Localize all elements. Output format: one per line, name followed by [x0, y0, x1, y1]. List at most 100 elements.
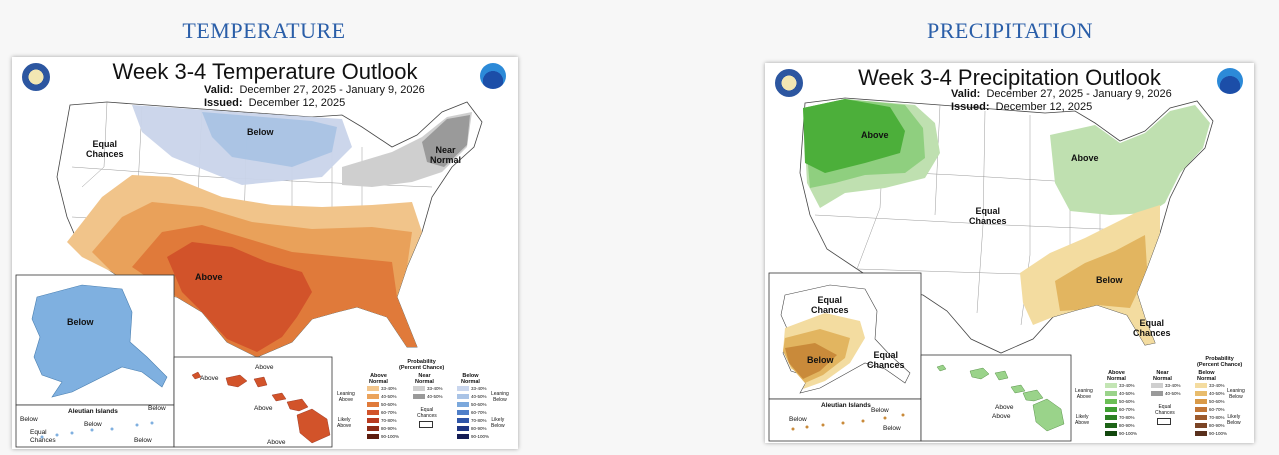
temp-legend-above-swatch — [367, 402, 379, 407]
precip-legend-leaning-below: Leaning Below — [1227, 388, 1245, 400]
temp-legend-above-normal: Above Normal — [369, 373, 388, 385]
precip-legend-likely-above: Likely Above — [1075, 414, 1090, 426]
precip-legend-near-range: 33-40% — [1165, 383, 1181, 388]
temp-legend-probability: Probability (Percent Chance) — [399, 359, 445, 371]
precipitation-legend: Probability (Percent Chance) Above Norma… — [1075, 356, 1251, 442]
precip-legend-below-range: 60-70% — [1209, 407, 1225, 412]
precipitation-title: Week 3-4 Precipitation Outlook — [858, 65, 1161, 90]
precip-legend-above-swatch — [1105, 399, 1117, 404]
precip-legend-below-normal: Below Normal — [1197, 370, 1216, 382]
temp-legend-below-range: 40-50% — [471, 394, 487, 399]
precip-legend-near-normal: Near Normal — [1153, 370, 1172, 382]
below-zone-mid — [202, 112, 337, 167]
temp-legend-below-swatch — [457, 386, 469, 391]
temp-legend-below-swatch — [457, 434, 469, 439]
precip-legend-equal-chances: Equal Chances — [1155, 404, 1175, 416]
temp-legend-near-range: 33-40% — [427, 386, 443, 391]
precip-legend-above-range: 90-100% — [1119, 431, 1138, 436]
precip-aleutian-below-1: Below — [871, 407, 889, 414]
precip-aleutian-below-2: Below — [789, 416, 807, 423]
precip-legend-above-swatch — [1105, 423, 1117, 428]
temp-legend-above-range: 80-90% — [381, 426, 397, 431]
temp-legend-near-normal: Near Normal — [415, 373, 434, 385]
precip-legend-above-range: 70-80% — [1119, 415, 1135, 420]
temp-aleutian-below-2: Below — [20, 416, 38, 423]
precip-hawaii-above-2: Above — [992, 413, 1011, 420]
near-normal-dark — [422, 115, 470, 167]
precip-legend-above-range: 50-60% — [1119, 399, 1135, 404]
temperature-valid: Valid: December 27, 2025 - January 9, 20… — [204, 84, 425, 96]
precip-legend-probability: Probability (Percent Chance) — [1197, 356, 1243, 368]
temp-legend-leaning-above: Leaning Above — [337, 391, 355, 403]
precip-label-above-ne: Above — [1071, 153, 1099, 163]
temperature-heading: TEMPERATURE — [182, 18, 346, 43]
precip-legend-below-swatch — [1195, 407, 1207, 412]
precip-legend-below-swatch — [1195, 431, 1207, 436]
temp-legend-below-swatch — [457, 394, 469, 399]
precip-legend-above-swatch — [1105, 415, 1117, 420]
precip-label-equal-chances: Equal Chances — [969, 206, 1007, 226]
temp-label-below: Below — [247, 127, 274, 137]
precip-legend-below-range: 33-40% — [1209, 383, 1225, 388]
temperature-outlook-map: Week 3-4 Temperature Outlook Valid: Dece… — [12, 57, 518, 449]
precip-label-equal-chances-fl: Equal Chances — [1133, 318, 1171, 338]
precipitation-map-graphic — [768, 97, 1214, 442]
noaa-nws-seal-icon — [775, 69, 803, 97]
temp-hawaii-above-1: Above — [255, 364, 274, 371]
temp-legend-below-swatch — [457, 410, 469, 415]
temp-legend-above-swatch — [367, 386, 379, 391]
temp-legend-leaning-below: Leaning Below — [491, 391, 509, 403]
precip-legend-below-swatch — [1195, 399, 1207, 404]
temp-label-equal-chances: Equal Chances — [86, 139, 124, 159]
precip-legend-near-swatch — [1151, 391, 1163, 396]
temp-legend-above-swatch — [367, 410, 379, 415]
temp-legend-above-swatch — [367, 418, 379, 423]
precip-legend-above-swatch — [1105, 391, 1117, 396]
temp-hawaii-above-4: Above — [267, 439, 286, 446]
temp-legend-above-range: 50-60% — [381, 402, 397, 407]
precip-legend-above-swatch — [1105, 383, 1117, 388]
below-se-mid — [1055, 235, 1147, 311]
temp-label-above: Above — [195, 272, 223, 282]
precip-label-above-nw: Above — [861, 130, 889, 140]
above-zone-4 — [167, 242, 312, 352]
temp-legend-above-range: 90-100% — [381, 434, 400, 439]
temp-legend-near-swatch — [413, 386, 425, 391]
precip-legend-below-swatch — [1195, 415, 1207, 420]
precip-legend-above-range: 40-50% — [1119, 391, 1135, 396]
temp-legend-above-swatch — [367, 434, 379, 439]
temp-legend-near-range: 40-50% — [427, 394, 443, 399]
temp-alaska-label-below: Below — [67, 317, 94, 327]
aleutian-islands-shapes — [40, 421, 154, 439]
precipitation-issued: Issued: December 12, 2025 — [951, 101, 1093, 113]
temperature-issued: Issued: December 12, 2025 — [204, 97, 346, 109]
temp-aleutian-equal: Equal Chances — [30, 429, 56, 444]
temp-legend-likely-below: Likely Below — [491, 417, 505, 429]
temp-legend-above-swatch — [367, 426, 379, 431]
precip-legend-below-range: 50-60% — [1209, 399, 1225, 404]
above-nw-dark — [803, 99, 905, 173]
temp-legend-below-range: 90-100% — [471, 434, 490, 439]
precip-label-below-se: Below — [1096, 275, 1123, 285]
alaska-shape — [31, 284, 168, 398]
temp-legend-below-range: 70-80% — [471, 418, 487, 423]
temp-legend-near-swatch — [413, 394, 425, 399]
precip-alaska-below: Below — [807, 355, 834, 365]
precip-legend-above-swatch — [1105, 431, 1117, 436]
precip-alaska-equal-1: Equal Chances — [811, 295, 849, 315]
temp-legend-likely-above: Likely Above — [337, 417, 352, 429]
precip-legend-below-range: 80-90% — [1209, 423, 1225, 428]
precip-legend-above-normal: Above Normal — [1107, 370, 1126, 382]
alaska-shape-below-dark — [785, 343, 837, 379]
temp-legend-equal-chances: Equal Chances — [417, 407, 437, 419]
temp-hawaii-above-2: Above — [200, 375, 219, 382]
precip-hawaii-above-1: Above — [995, 404, 1014, 411]
temperature-legend: Probability (Percent Chance) Above Norma… — [337, 359, 515, 447]
precip-legend-below-range: 70-80% — [1209, 415, 1225, 420]
noaa-logo-icon — [1217, 68, 1243, 94]
temp-aleutian-below-1: Below — [148, 405, 166, 412]
precipitation-valid: Valid: December 27, 2025 - January 9, 20… — [951, 88, 1172, 100]
noaa-logo-icon — [480, 63, 506, 89]
precip-legend-equal-chances-swatch — [1157, 418, 1171, 425]
temp-legend-above-range: 33-40% — [381, 386, 397, 391]
